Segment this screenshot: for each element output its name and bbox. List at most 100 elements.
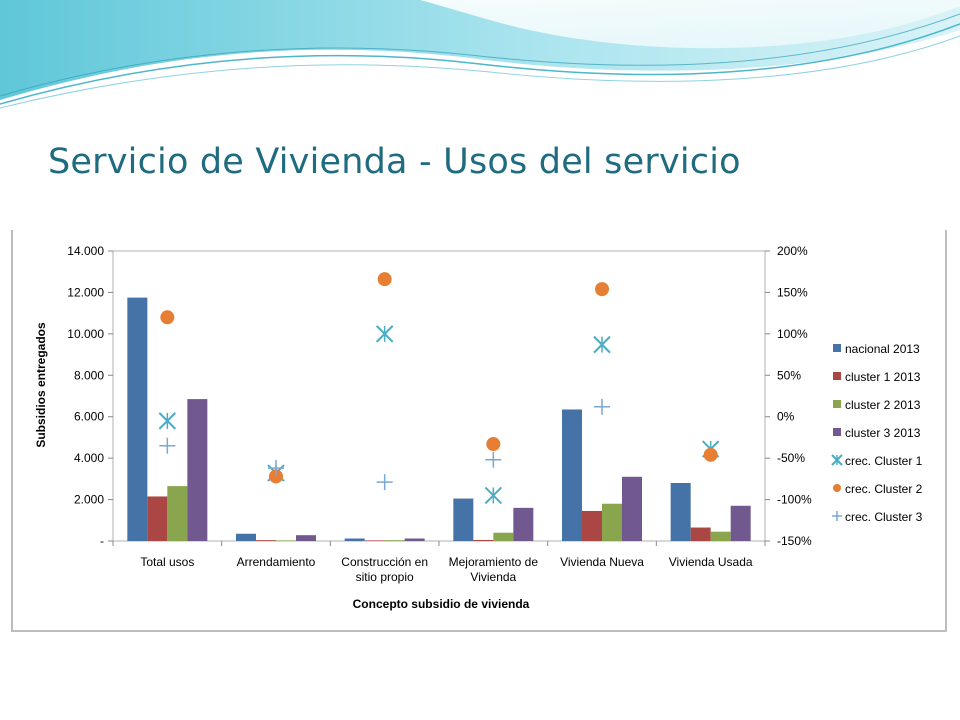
bar-4-1: [187, 399, 208, 541]
bar-1-1: [127, 297, 148, 541]
point-3-4: [485, 451, 502, 468]
x-tick-label: Arrendamiento: [237, 555, 316, 569]
bar-1-3: [344, 538, 365, 541]
y-tick-label: 10.000: [67, 327, 104, 341]
chart: - 2.000 4.000 6.000 8.000 10.000 12.000 14.000 -…: [34, 244, 923, 611]
point-1-5: [593, 335, 611, 354]
x-tick-label: sitio propio: [356, 570, 414, 584]
y2-tick-label: 100%: [777, 327, 808, 341]
bar-1-4: [453, 498, 474, 541]
y-tick-label: 8.000: [74, 368, 104, 382]
y-axis-label: Subsidios entregados: [34, 322, 48, 448]
y-tick-label: -: [100, 534, 104, 548]
bar-3-4: [493, 532, 514, 541]
y2-tick-label: 200%: [777, 244, 808, 258]
bar-3-1: [167, 486, 188, 541]
legend-marker: [832, 511, 842, 521]
legend-label: crec. Cluster 2: [845, 482, 923, 496]
point-3-1: [159, 437, 176, 454]
legend-marker: [833, 484, 841, 492]
bar-3-3: [384, 540, 405, 541]
point-2-2-dot: [269, 469, 283, 484]
legend-label: cluster 1 2013: [845, 370, 921, 384]
point-2-3: [377, 272, 392, 287]
bar-1-6: [670, 483, 691, 541]
point-2-5: [595, 282, 609, 297]
legend-marker-dot: [833, 484, 841, 492]
legend-item-4: cluster 3 2013: [833, 426, 921, 440]
x-tick-label: Vivienda: [470, 570, 516, 584]
y2-tick-label: 150%: [777, 285, 808, 299]
legend-swatch: [833, 428, 841, 436]
bar-4-3: [404, 538, 425, 541]
x-tick-label: Construcción en: [341, 555, 428, 569]
legend-label: cluster 2 2013: [845, 398, 921, 412]
point-1-1: [158, 412, 177, 430]
point-2-5-dot: [595, 282, 609, 297]
y-tick-label: 6.000: [74, 410, 104, 424]
chart-bars: [127, 297, 751, 541]
y2-tick-label: 0%: [777, 410, 795, 424]
legend-item-6: crec. Cluster 2: [833, 482, 923, 496]
point-2-6-dot: [703, 447, 718, 462]
point-2-1-dot: [160, 310, 175, 325]
bar-3-5: [602, 503, 622, 541]
y2-tick-label: -100%: [777, 493, 812, 507]
legend-label: crec. Cluster 1: [845, 454, 923, 468]
x-tick-label: Total usos: [140, 555, 194, 569]
legend-item-3: cluster 2 2013: [833, 398, 921, 412]
point-2-4-dot: [486, 437, 501, 452]
chart-axes: - 2.000 4.000 6.000 8.000 10.000 12.000 14.000 -…: [67, 244, 812, 584]
bar-1-2: [236, 533, 256, 541]
point-2-3-dot: [377, 272, 392, 287]
point-2-6: [703, 447, 718, 462]
point-3-2: [268, 460, 284, 477]
x-tick-label: Vivienda Nueva: [560, 555, 644, 569]
chart-frame: - 2.000 4.000 6.000 8.000 10.000 12.000 14.000 -…: [11, 230, 947, 632]
point-2-4: [486, 437, 501, 452]
legend-item-5: crec. Cluster 1: [831, 454, 923, 468]
y2-tick-label: -50%: [777, 451, 805, 465]
legend-label: cluster 3 2013: [845, 426, 921, 440]
bar-4-2: [296, 535, 316, 541]
legend-marker: [831, 454, 843, 466]
bar-2-1: [147, 496, 168, 541]
bar-2-5: [582, 510, 602, 541]
x-tick-label: Mejoramiento de: [449, 555, 539, 569]
legend-label: nacional 2013: [845, 342, 920, 356]
point-2-1: [160, 310, 175, 325]
legend-swatch: [833, 372, 841, 380]
bar-2-6: [690, 527, 711, 541]
plot-area: [112, 250, 766, 542]
point-3-5: [594, 398, 610, 415]
chart-legend: nacional 2013 cluster 1 2013 cluster 2 201…: [831, 342, 923, 524]
y-tick-label: 2.000: [74, 493, 104, 507]
y-tick-label: 4.000: [74, 451, 104, 465]
x-axis-label: Concepto subsidio de vivienda: [353, 597, 530, 611]
chart-markers: [158, 272, 720, 505]
legend-item-1: nacional 2013: [833, 342, 920, 356]
y-tick-label: 12.000: [67, 285, 104, 299]
bar-3-6: [710, 531, 731, 541]
bar-3-2: [276, 540, 296, 541]
point-2-2: [269, 469, 283, 484]
x-tick-label: Vivienda Usada: [669, 555, 753, 569]
point-3-3: [376, 474, 393, 491]
y-tick-label: 14.000: [67, 244, 104, 258]
bar-4-4: [513, 507, 534, 541]
legend-swatch: [833, 400, 841, 408]
bar-4-6: [730, 505, 751, 541]
header-wave-decoration: [0, 0, 960, 109]
y2-tick-label: -150%: [777, 534, 812, 548]
legend-swatch: [833, 344, 841, 352]
point-1-4: [484, 486, 503, 505]
bar-1-5: [562, 409, 582, 541]
y2-tick-label: 50%: [777, 368, 801, 382]
legend-item-2: cluster 1 2013: [833, 370, 921, 384]
bar-4-5: [622, 476, 642, 541]
point-1-3: [375, 325, 394, 343]
bar-2-4: [473, 539, 494, 541]
bar-2-3: [364, 540, 385, 541]
legend-label: crec. Cluster 3: [845, 510, 923, 524]
legend-item-7: crec. Cluster 3: [832, 510, 923, 524]
